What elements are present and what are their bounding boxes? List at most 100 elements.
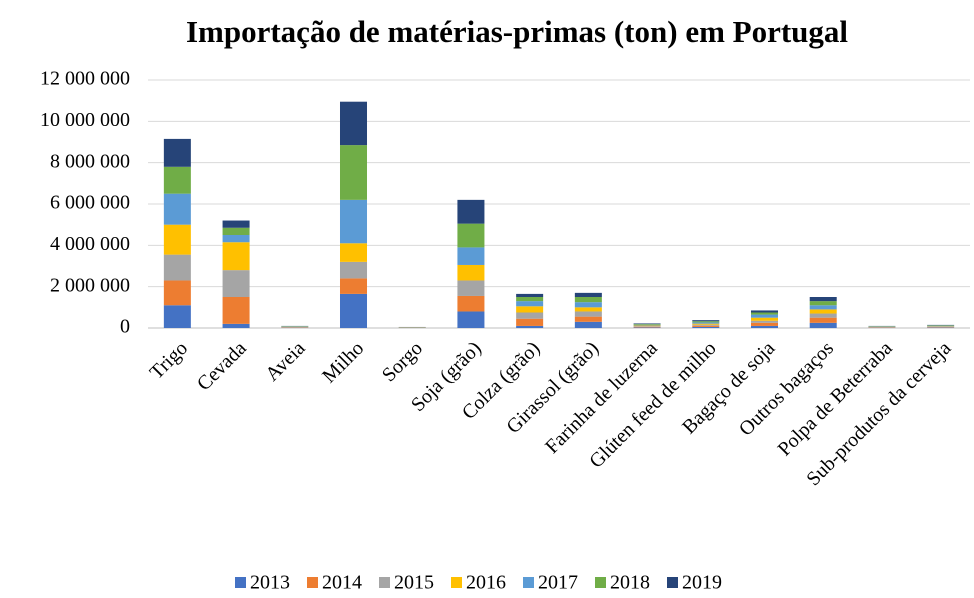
bar-segment	[457, 223, 485, 248]
bar-segment	[516, 301, 544, 307]
bar-segment	[750, 317, 779, 321]
legend-label: 2015	[394, 572, 434, 594]
y-tick-label: 12 000 000	[40, 68, 130, 90]
bar-segment	[692, 320, 720, 322]
bar-segment	[222, 270, 250, 297]
bar-segment	[809, 297, 837, 302]
bar-segment	[750, 312, 779, 315]
bar-segment	[633, 327, 661, 328]
y-tick-label: 8 000 000	[50, 150, 130, 172]
legend-swatch	[667, 577, 678, 588]
bar-segment	[750, 320, 779, 323]
chart-title: Importação de matérias-primas (ton) em P…	[186, 14, 848, 49]
bar-segment	[516, 318, 544, 326]
bar-segment	[633, 326, 661, 327]
bar-segment	[222, 235, 250, 243]
bar-segment	[633, 323, 661, 325]
x-tick-label: Sorgo	[378, 337, 427, 386]
x-tick-label: Milho	[318, 337, 368, 387]
bar-segment	[633, 324, 661, 325]
bar-segment	[339, 293, 368, 328]
bar-segment	[339, 199, 368, 244]
x-tick-label: Aveia	[261, 337, 309, 385]
legend-swatch	[235, 577, 246, 588]
legend-swatch	[523, 577, 534, 588]
bar-segment	[339, 101, 368, 146]
bar-segment	[163, 280, 191, 306]
bar-segment	[457, 247, 485, 265]
y-tick-label: 4 000 000	[50, 233, 130, 255]
bar-segment	[457, 311, 485, 328]
bar-segment	[163, 254, 191, 281]
bar-segment	[692, 324, 720, 326]
bar-segment	[809, 301, 837, 306]
bar-segment	[750, 314, 779, 318]
bar-segment	[809, 309, 837, 314]
bar-segment	[927, 325, 955, 326]
bar-segment	[222, 323, 250, 328]
legend-label: 2017	[538, 572, 578, 594]
bar-segment	[222, 220, 250, 228]
bar-segment	[457, 295, 485, 312]
legend-label: 2019	[682, 572, 722, 594]
bar-segment	[222, 242, 250, 271]
bar-segment	[809, 305, 837, 310]
bar-segment	[163, 138, 191, 167]
bar-segment	[809, 313, 837, 318]
x-tick-label: Trigo	[146, 337, 192, 383]
x-tick-label: Cevada	[193, 337, 251, 395]
bar-segment	[574, 297, 602, 303]
y-tick-label: 0	[120, 316, 130, 338]
bar-segment	[574, 316, 602, 322]
bar-segment	[633, 325, 661, 327]
bar-segment	[516, 306, 544, 313]
bar-segment	[339, 243, 368, 262]
legend-label: 2016	[466, 572, 506, 594]
bar-segment	[574, 307, 602, 312]
bar-segment	[222, 297, 250, 324]
bar-segment	[750, 322, 779, 326]
legend-swatch	[307, 577, 318, 588]
bar-segment	[750, 310, 779, 313]
bar-segment	[516, 312, 544, 319]
y-tick-label: 2 000 000	[50, 274, 130, 296]
bar-segment	[692, 321, 720, 323]
legend-swatch	[379, 577, 390, 588]
bar-segment	[574, 311, 602, 317]
legend-label: 2014	[322, 572, 362, 594]
legend-swatch	[595, 577, 606, 588]
bar-segment	[927, 325, 955, 327]
bar-segment	[516, 325, 544, 328]
bar-segment	[809, 322, 837, 328]
bar-segment	[163, 224, 191, 255]
bar-segment	[339, 278, 368, 294]
bar-segment	[457, 199, 485, 224]
bar-segment	[163, 193, 191, 225]
bar-segment	[692, 326, 720, 328]
legend-label: 2013	[250, 572, 290, 594]
bar-segment	[163, 166, 191, 194]
bar-segment	[339, 145, 368, 200]
bar-segment	[574, 292, 602, 297]
bar-segment	[692, 323, 720, 325]
bar-segment	[809, 317, 837, 323]
bar-segment	[692, 322, 720, 324]
bar-segment	[457, 264, 485, 281]
bar-segment	[692, 325, 720, 327]
bar-segment	[516, 293, 544, 297]
bar-segment	[574, 302, 602, 308]
bar-segment	[750, 325, 779, 328]
bar-segment	[516, 297, 544, 302]
y-tick-label: 6 000 000	[50, 192, 130, 214]
legend-label: 2018	[610, 572, 650, 594]
bar-segment	[574, 321, 602, 328]
bar-segment	[339, 261, 368, 279]
bar-segment	[222, 227, 250, 235]
bar-segment	[633, 326, 661, 328]
y-tick-label: 10 000 000	[40, 109, 130, 131]
bar-segment	[457, 280, 485, 296]
bar-segment	[163, 305, 191, 328]
bar-segment	[633, 324, 661, 326]
legend-swatch	[451, 577, 462, 588]
